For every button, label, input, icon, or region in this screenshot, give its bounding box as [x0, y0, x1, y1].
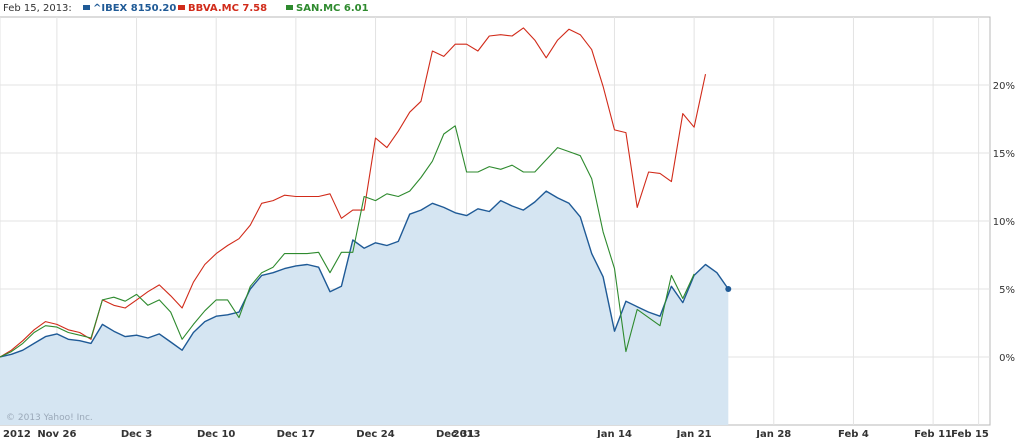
- x-tick-label: 2012: [3, 429, 31, 438]
- series-line-sanmc[interactable]: [0, 125, 695, 358]
- legend-swatch-san: [286, 5, 293, 10]
- y-tick-label: 10%: [993, 217, 1015, 228]
- legend-item-ibex[interactable]: ^IBEX 8150.20: [93, 3, 176, 14]
- legend-swatch-bbva: [178, 5, 185, 10]
- x-tick-label: Dec 17: [277, 429, 315, 438]
- x-tick-label: Nov 26: [37, 429, 76, 438]
- series-layer: [0, 27, 732, 425]
- x-tick-label: Jan 28: [755, 429, 791, 438]
- x-tick-label: Dec 10: [197, 429, 235, 438]
- legend: Feb 15, 2013: ^IBEX 8150.20 BBVA.MC 7.58…: [3, 3, 369, 14]
- series-area-ibex: [0, 191, 729, 425]
- y-tick-label: 15%: [993, 149, 1015, 160]
- x-tick-label: Feb 4: [838, 429, 869, 438]
- y-tick-label: 5%: [999, 285, 1015, 296]
- legend-item-san[interactable]: SAN.MC 6.01: [296, 3, 369, 14]
- x-tick-label: Dec 31: [436, 429, 474, 438]
- x-axis-ticks: 2012 Nov 26 Dec 3 Dec 10 Dec 17 Dec 24 Dec 312…: [3, 429, 989, 438]
- y-tick-label: 0%: [999, 353, 1015, 364]
- x-tick-label: Dec 3: [121, 429, 152, 438]
- x-tick-label: Jan 21: [676, 429, 712, 438]
- legend-item-bbva[interactable]: BBVA.MC 7.58: [188, 3, 267, 14]
- x-tick-label: Dec 24: [356, 429, 394, 438]
- y-axis-ticks: 20% 15% 10% 5% 0%: [993, 81, 1015, 364]
- legend-swatch-ibex: [83, 5, 90, 10]
- y-tick-label: 20%: [993, 81, 1015, 92]
- x-tick-label: Feb 15: [951, 429, 989, 438]
- copyright-text: © 2013 Yahoo! Inc.: [6, 413, 93, 423]
- legend-date: Feb 15, 2013:: [3, 3, 72, 14]
- x-tick-label: 2013: [453, 429, 481, 438]
- x-tick-label: Feb 11: [914, 429, 952, 438]
- x-tick-label: Jan 14: [596, 429, 632, 438]
- series-line-bbvamc[interactable]: [0, 27, 707, 358]
- series-endpoint-ibex: [725, 286, 732, 292]
- series-line-ibex[interactable]: [0, 190, 729, 358]
